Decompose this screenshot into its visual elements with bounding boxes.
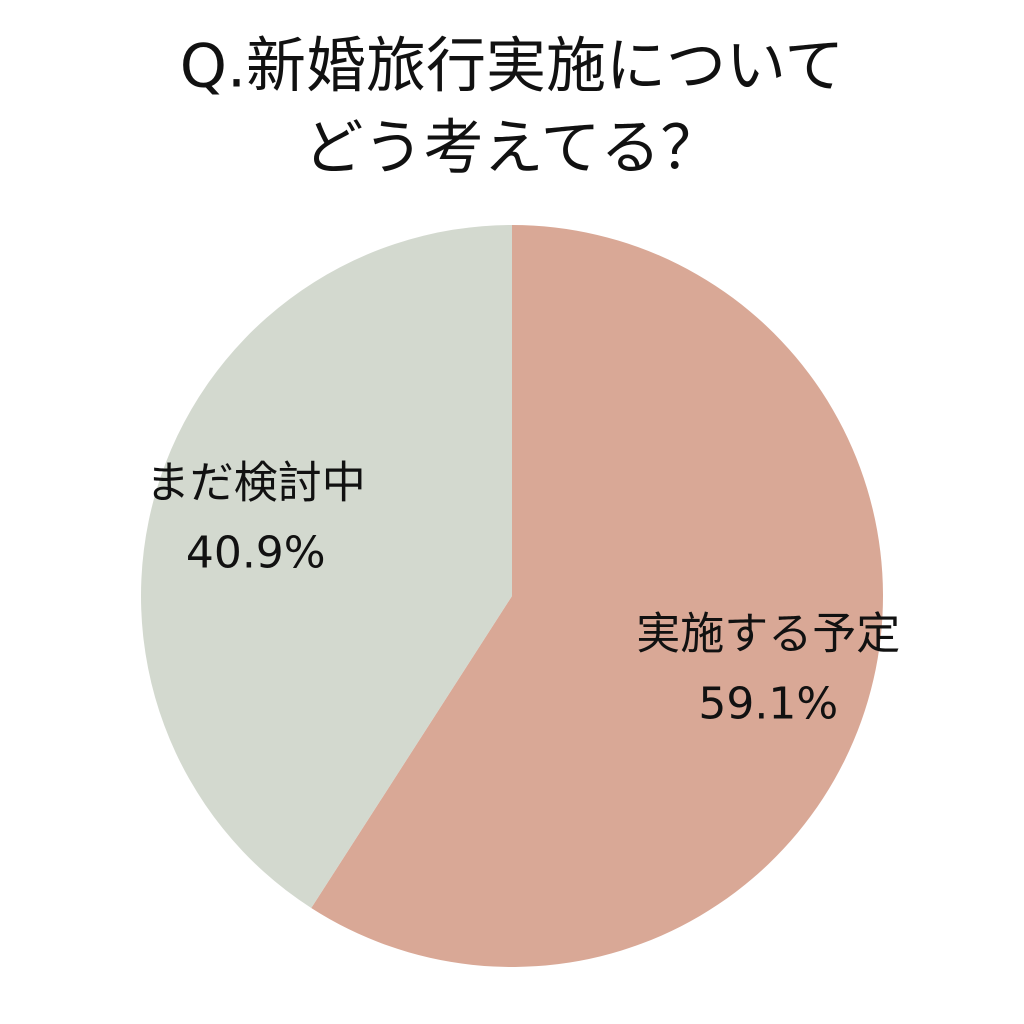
chart-title: どう考えてる？	[304, 114, 721, 184]
value-label: 59.1%	[698, 678, 838, 729]
pie-slice	[141, 225, 513, 908]
slice-label: まだ検討中	[146, 458, 366, 509]
slice-label: 実施する予定	[636, 608, 900, 659]
value-label: 40.9%	[186, 528, 326, 579]
chart-title: Q.新婚旅行実施について	[180, 32, 845, 102]
pie-slice	[311, 225, 884, 967]
